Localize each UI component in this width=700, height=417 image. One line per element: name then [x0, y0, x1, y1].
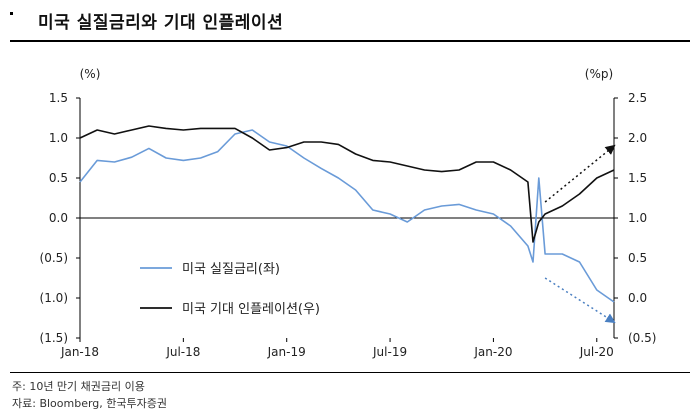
left-tick-label: 1.5: [49, 91, 68, 105]
title-marker: [10, 12, 13, 15]
legend-label: 미국 실질금리(좌): [182, 262, 280, 277]
x-tick-label: Jan-20: [473, 345, 512, 359]
right-tick-label: 0.5: [628, 251, 647, 265]
x-tick-label: Jul-19: [372, 345, 407, 359]
top-divider: [10, 40, 690, 42]
x-tick-label: Jul-20: [579, 345, 614, 359]
bottom-divider: [10, 372, 690, 373]
left-tick-label: (0.5): [40, 251, 68, 265]
left-axis-unit: (%): [80, 67, 101, 81]
series-line-real-rate: [79, 129, 615, 303]
right-tick-label: 2.0: [628, 131, 647, 145]
right-tick-label: 1.5: [628, 171, 647, 185]
x-tick-label: Jan-19: [267, 345, 306, 359]
left-tick-label: (1.0): [40, 291, 68, 305]
left-tick-label: 1.0: [49, 131, 68, 145]
x-tick-label: Jul-18: [165, 345, 200, 359]
left-tick-label: 0.5: [49, 171, 68, 185]
series-line-inflation-expectation: [79, 125, 615, 243]
line-chart: 1.5 1.0 0.5 0.0 (0.5) (1.0) (1.5) (%) 2.5 2.0 1.5 1…: [40, 67, 657, 359]
right-tick-label: 1.0: [628, 211, 647, 225]
x-tick-label: Jan-18: [60, 345, 99, 359]
footnote-source: 자료: Bloomberg, 한국투자증권: [12, 397, 167, 410]
right-axis-unit: (%p): [585, 67, 613, 81]
right-tick-label: 2.5: [628, 91, 647, 105]
right-tick-label: (0.5): [628, 331, 656, 345]
page-title: 미국 실질금리와 기대 인플레이션: [38, 13, 284, 33]
left-tick-label: (1.5): [40, 331, 68, 345]
trend-arrow-down: [544, 277, 616, 324]
legend-label: 미국 기대 인플레이션(우): [182, 302, 320, 317]
right-tick-label: 0.0: [628, 291, 647, 305]
left-tick-label: 0.0: [49, 211, 68, 225]
footnote-note: 주: 10년 만기 채권금리 이용: [12, 380, 145, 393]
